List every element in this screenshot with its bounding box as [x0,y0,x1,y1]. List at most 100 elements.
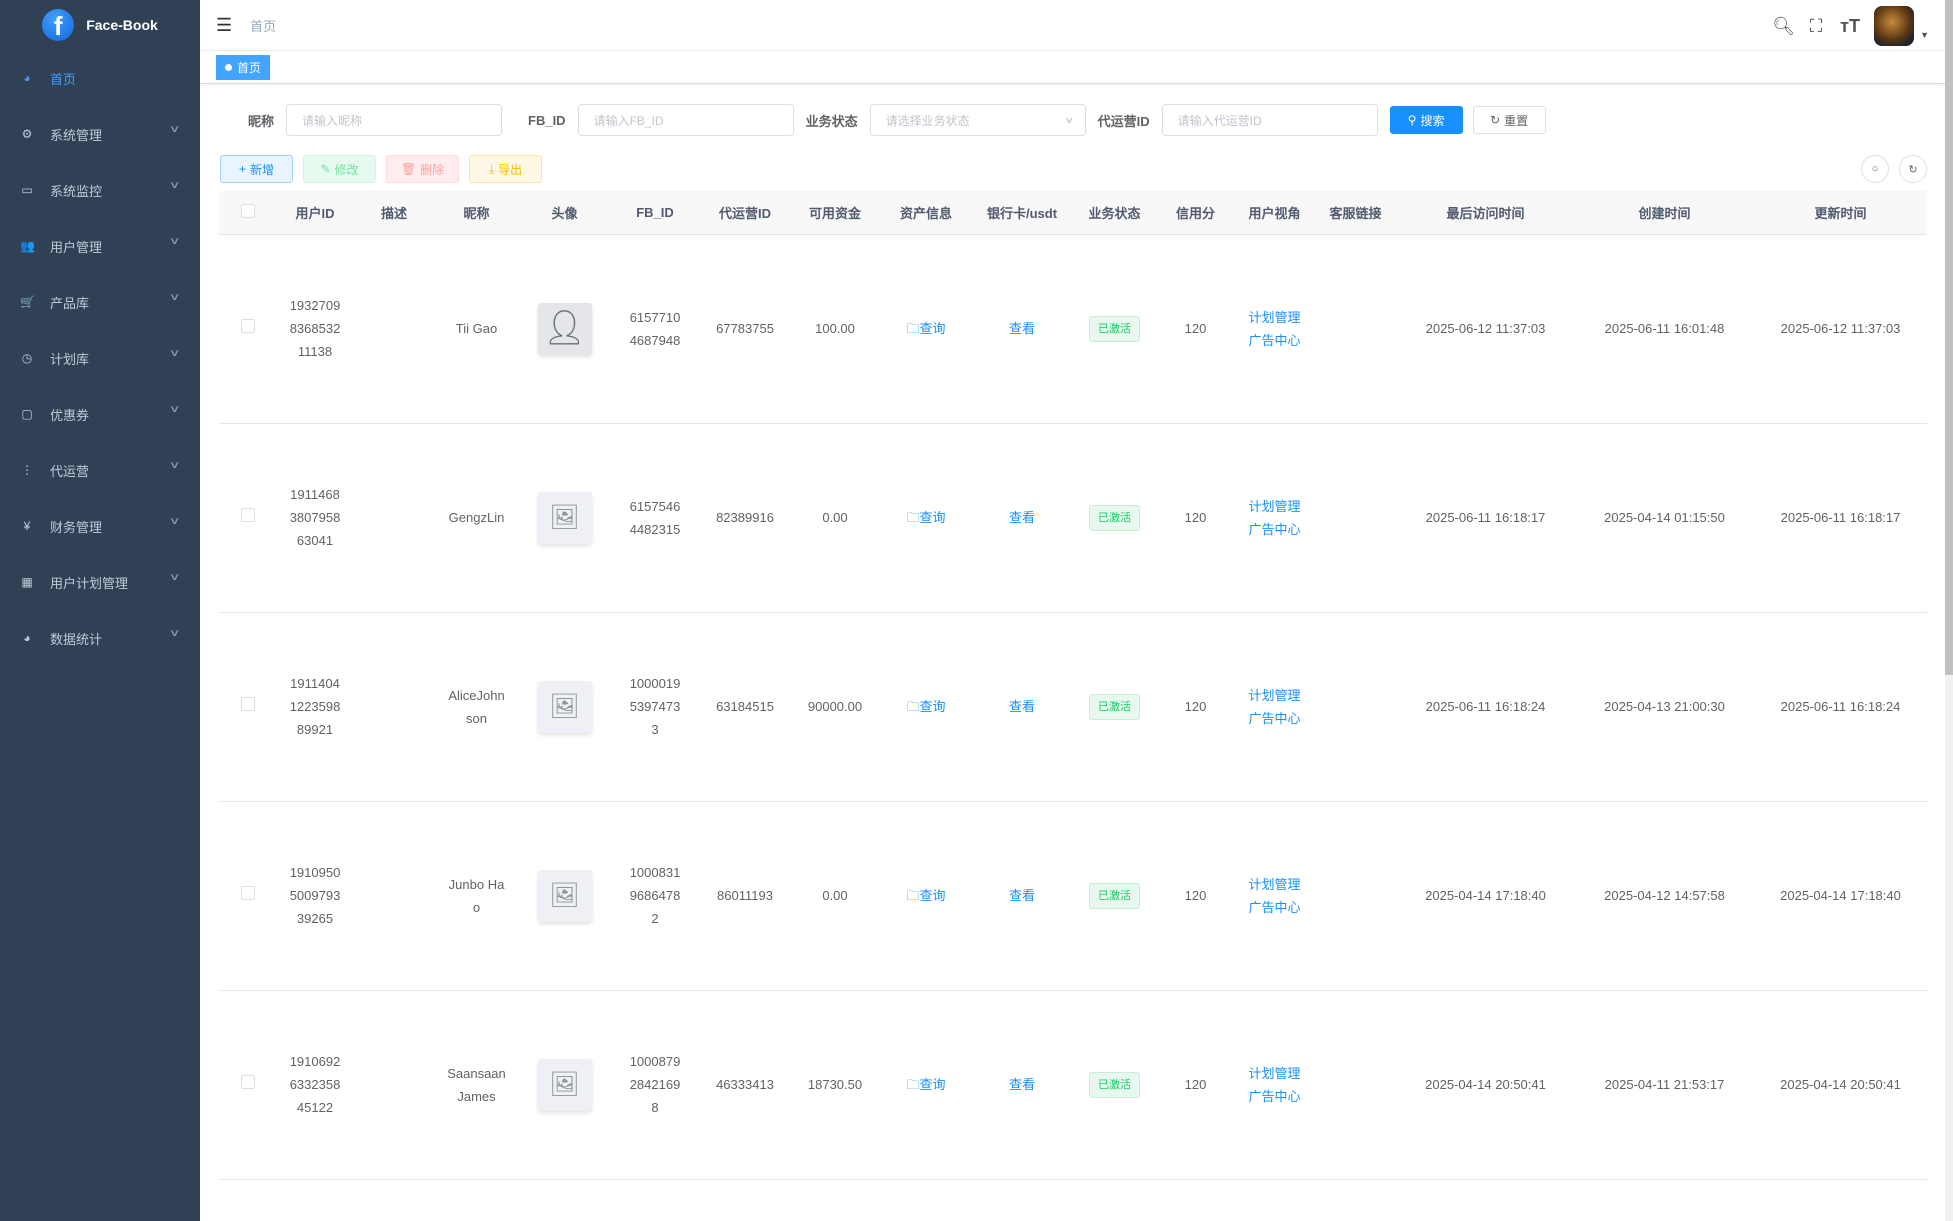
reset-button[interactable]: ↻ 重置 [1472,106,1546,134]
avatar[interactable] [1874,6,1915,46]
edit-button[interactable]: ✎ 修改 [303,155,376,183]
bank-view-link[interactable]: 查看 [1008,321,1035,336]
cell-last-visit: 2025-06-12 11:37:03 [1396,234,1575,424]
breadcrumb[interactable]: 首页 [250,18,277,34]
status-select[interactable]: 请选择业务状态 ∨ [869,104,1086,136]
sidebar-item[interactable]: ⋮ 代运营 ∨ [0,442,200,498]
ad-center-link[interactable]: 广告中心 [1248,1088,1301,1104]
tag-home[interactable]: 首页 [216,55,271,80]
image-placeholder-icon[interactable]: 🖼︎ [537,869,592,922]
refresh-button[interactable]: ↻ [1899,155,1927,183]
logo[interactable]: f Face-Book [0,0,200,50]
column-header: 用户视角 [1234,191,1315,235]
cell-nickname: Tii Gao [434,234,519,424]
scrollbar[interactable] [1945,0,1953,1221]
plan-management-link[interactable]: 计划管理 [1248,1065,1301,1081]
nickname-input[interactable]: 请输入昵称 [286,104,503,136]
row-checkbox[interactable] [240,1075,255,1089]
row-checkbox[interactable] [240,508,255,522]
bank-view-link[interactable]: 查看 [1008,699,1035,714]
sidebar-item-label: 系统监控 [50,183,103,199]
hamburger-icon[interactable]: ☰ [216,14,233,35]
sidebar-item[interactable]: ◕ 首页 [0,50,200,106]
toolbar: + 新增 ✎ 修改 🗑︎ 删除 ⤓ 导出 [220,155,542,183]
cell-asset-info: 🗀查询 [880,801,972,991]
asset-query-link[interactable]: 🗀查询 [906,1077,945,1092]
fullscreen-icon[interactable]: ⛶ [1809,15,1823,36]
plan-management-link[interactable]: 计划管理 [1248,876,1301,892]
cell-bank: 查看 [972,990,1072,1180]
image-placeholder-icon[interactable]: 🖼︎ [537,491,592,544]
cell-user-id: 1911404122359889921 [276,612,354,802]
fb-id-input[interactable]: 请输入FB_ID [577,104,794,136]
column-header: FB_ID [610,191,700,235]
cell-created: 2025-04-12 14:57:58 [1575,801,1754,991]
select-all-checkbox[interactable] [240,203,255,218]
sidebar-item[interactable]: ⚙ 系统管理 ∨ [0,106,200,162]
search-button[interactable]: ⚲ 搜索 [1389,106,1463,134]
dashboard-icon: ◕ [23,71,31,85]
ad-center-link[interactable]: 广告中心 [1248,332,1301,348]
cell-desc [354,801,434,991]
default-user-avatar-icon[interactable]: 👤︎ [537,302,592,355]
plan-management-link[interactable]: 计划管理 [1248,687,1301,703]
cell-updated: 2025-04-14 20:50:41 [1754,990,1927,1180]
row-checkbox[interactable] [240,319,255,333]
asset-query-link[interactable]: 🗀查询 [906,510,945,525]
cell-status: 已激活 [1072,234,1157,424]
image-placeholder-icon[interactable]: 🖼︎ [537,1058,592,1111]
placeholder: 请输入代运营ID [1177,113,1262,128]
sidebar-item[interactable]: ▭ 系统监控 ∨ [0,162,200,218]
column-header: 创建时间 [1575,191,1754,235]
delete-button[interactable]: 🗑︎ 删除 [386,155,459,183]
search-icon[interactable]: 🔍︎ [1772,15,1795,36]
sidebar-item[interactable]: ◕ 数据统计 ∨ [0,610,200,666]
folder-icon: 🗀 [906,321,920,336]
plan-management-link[interactable]: 计划管理 [1248,309,1301,325]
sidebar-item[interactable]: 👥 用户管理 ∨ [0,218,200,274]
sidebar-item[interactable]: 🛒 产品库 ∨ [0,274,200,330]
ad-center-link[interactable]: 广告中心 [1248,899,1301,915]
operator-id-input[interactable]: 请输入代运营ID [1161,104,1378,136]
plus-icon: + [238,162,246,176]
cell-credit: 120 [1157,234,1234,424]
toggle-search-button[interactable]: ○ [1861,155,1889,183]
image-placeholder-icon[interactable]: 🖼︎ [537,680,592,733]
cell-credit: 120 [1157,990,1234,1180]
cell-asset-info: 🗀查询 [880,612,972,802]
sidebar-item[interactable]: ▢ 优惠券 ∨ [0,386,200,442]
cell-funds: 18730.50 [790,990,880,1180]
ad-center-link[interactable]: 广告中心 [1248,710,1301,726]
asset-query-link[interactable]: 🗀查询 [906,321,945,336]
sidebar-item[interactable]: ◷ 计划库 ∨ [0,330,200,386]
cell-status: 已激活 [1072,801,1157,991]
asset-query-link[interactable]: 🗀查询 [906,699,945,714]
cell-nickname: GengzLin [434,423,519,613]
cell-credit: 120 [1157,612,1234,802]
bank-view-link[interactable]: 查看 [1008,510,1035,525]
export-button[interactable]: ⤓ 导出 [469,155,542,183]
asset-query-link[interactable]: 🗀查询 [906,888,945,903]
bank-view-link[interactable]: 查看 [1008,1077,1035,1092]
label: 重置 [1504,113,1529,128]
sidebar-item-label: 首页 [50,71,77,87]
sidebar: f Face-Book ◕ 首页 ⚙ 系统管理 ∨ ▭ 系统监控 ∨ 👥 用户管理 ∨ 🛒 产品库 ∨ ◷ 计… [0,0,200,1221]
add-button[interactable]: + 新增 [220,155,293,183]
chevron-down-icon: ∨ [168,348,181,359]
sidebar-item-label: 系统管理 [50,127,103,143]
row-checkbox[interactable] [240,697,255,711]
link-label: 查询 [919,699,946,714]
scrollbar-thumb[interactable] [1945,0,1953,675]
sidebar-item[interactable]: ¥ 财务管理 ∨ [0,498,200,554]
ad-center-link[interactable]: 广告中心 [1248,521,1301,537]
sidebar-item[interactable]: ▦ 用户计划管理 ∨ [0,554,200,610]
caret-down-icon[interactable]: ▼ [1920,30,1929,40]
plan-management-link[interactable]: 计划管理 [1248,498,1301,514]
bank-view-link[interactable]: 查看 [1008,888,1035,903]
sidebar-item-label: 产品库 [50,295,90,311]
cell-desc [354,612,434,802]
row-checkbox[interactable] [240,886,255,900]
cell-status: 已激活 [1072,423,1157,613]
font-size-icon[interactable]: ᴛT [1840,15,1860,36]
cell-fb-id: 100001953974733 [610,612,700,802]
